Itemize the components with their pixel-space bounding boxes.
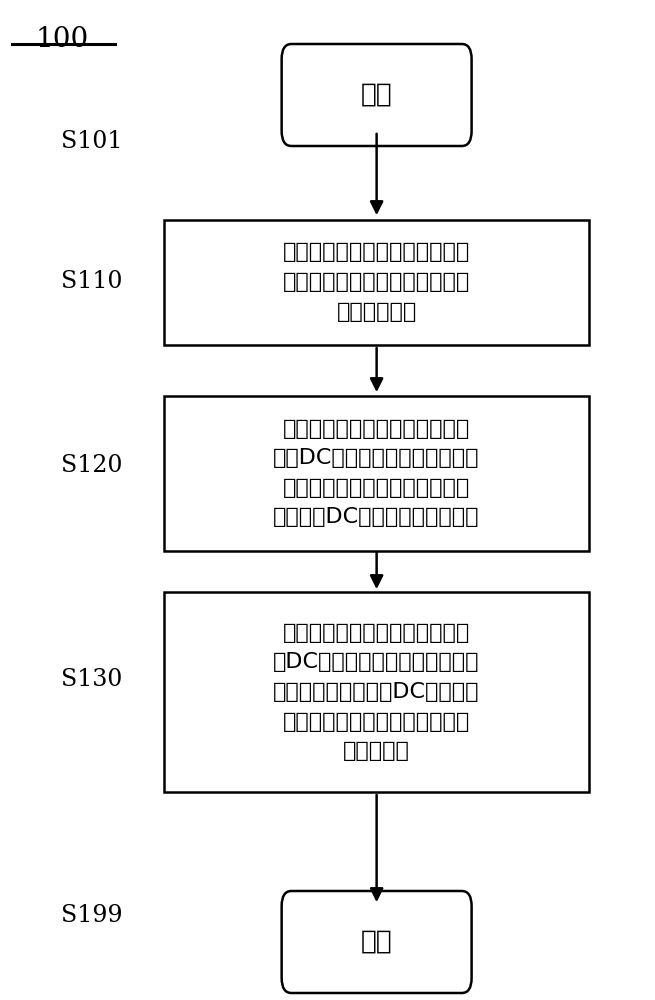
Text: S101: S101 bbox=[61, 130, 122, 153]
Text: 结束: 结束 bbox=[361, 929, 392, 955]
Text: S130: S130 bbox=[61, 668, 122, 692]
FancyBboxPatch shape bbox=[282, 44, 472, 146]
Text: 检测第一电流互感器输出的第一
电流，并检测第二电流互感器输
出的第二电流: 检测第一电流互感器输出的第一 电流，并检测第二电流互感器输 出的第二电流 bbox=[283, 242, 470, 322]
Text: S199: S199 bbox=[61, 904, 122, 926]
Text: 100: 100 bbox=[36, 26, 89, 53]
Text: 开始: 开始 bbox=[361, 82, 392, 108]
Bar bbox=[164, 592, 590, 792]
Text: 根据所计算的第一基波矢量、第
一DC分量和第一总有效值、以及
第二基波矢量、第二DC分量和第
二总有效值，产生电流互感器饱
和预测信号: 根据所计算的第一基波矢量、第 一DC分量和第一总有效值、以及 第二基波矢量、第二… bbox=[273, 623, 480, 761]
Bar bbox=[164, 220, 590, 344]
FancyBboxPatch shape bbox=[282, 891, 472, 993]
Bar bbox=[164, 395, 590, 550]
Text: S120: S120 bbox=[61, 454, 122, 477]
Text: S110: S110 bbox=[61, 270, 122, 294]
Text: 计算第一电流的第一基波矢量、
第一DC分量和第一总有效值，并
计算所述第二电流的第二基波矢
量、第二DC分量和第二总有效值: 计算第一电流的第一基波矢量、 第一DC分量和第一总有效值，并 计算所述第二电流的… bbox=[273, 419, 480, 527]
